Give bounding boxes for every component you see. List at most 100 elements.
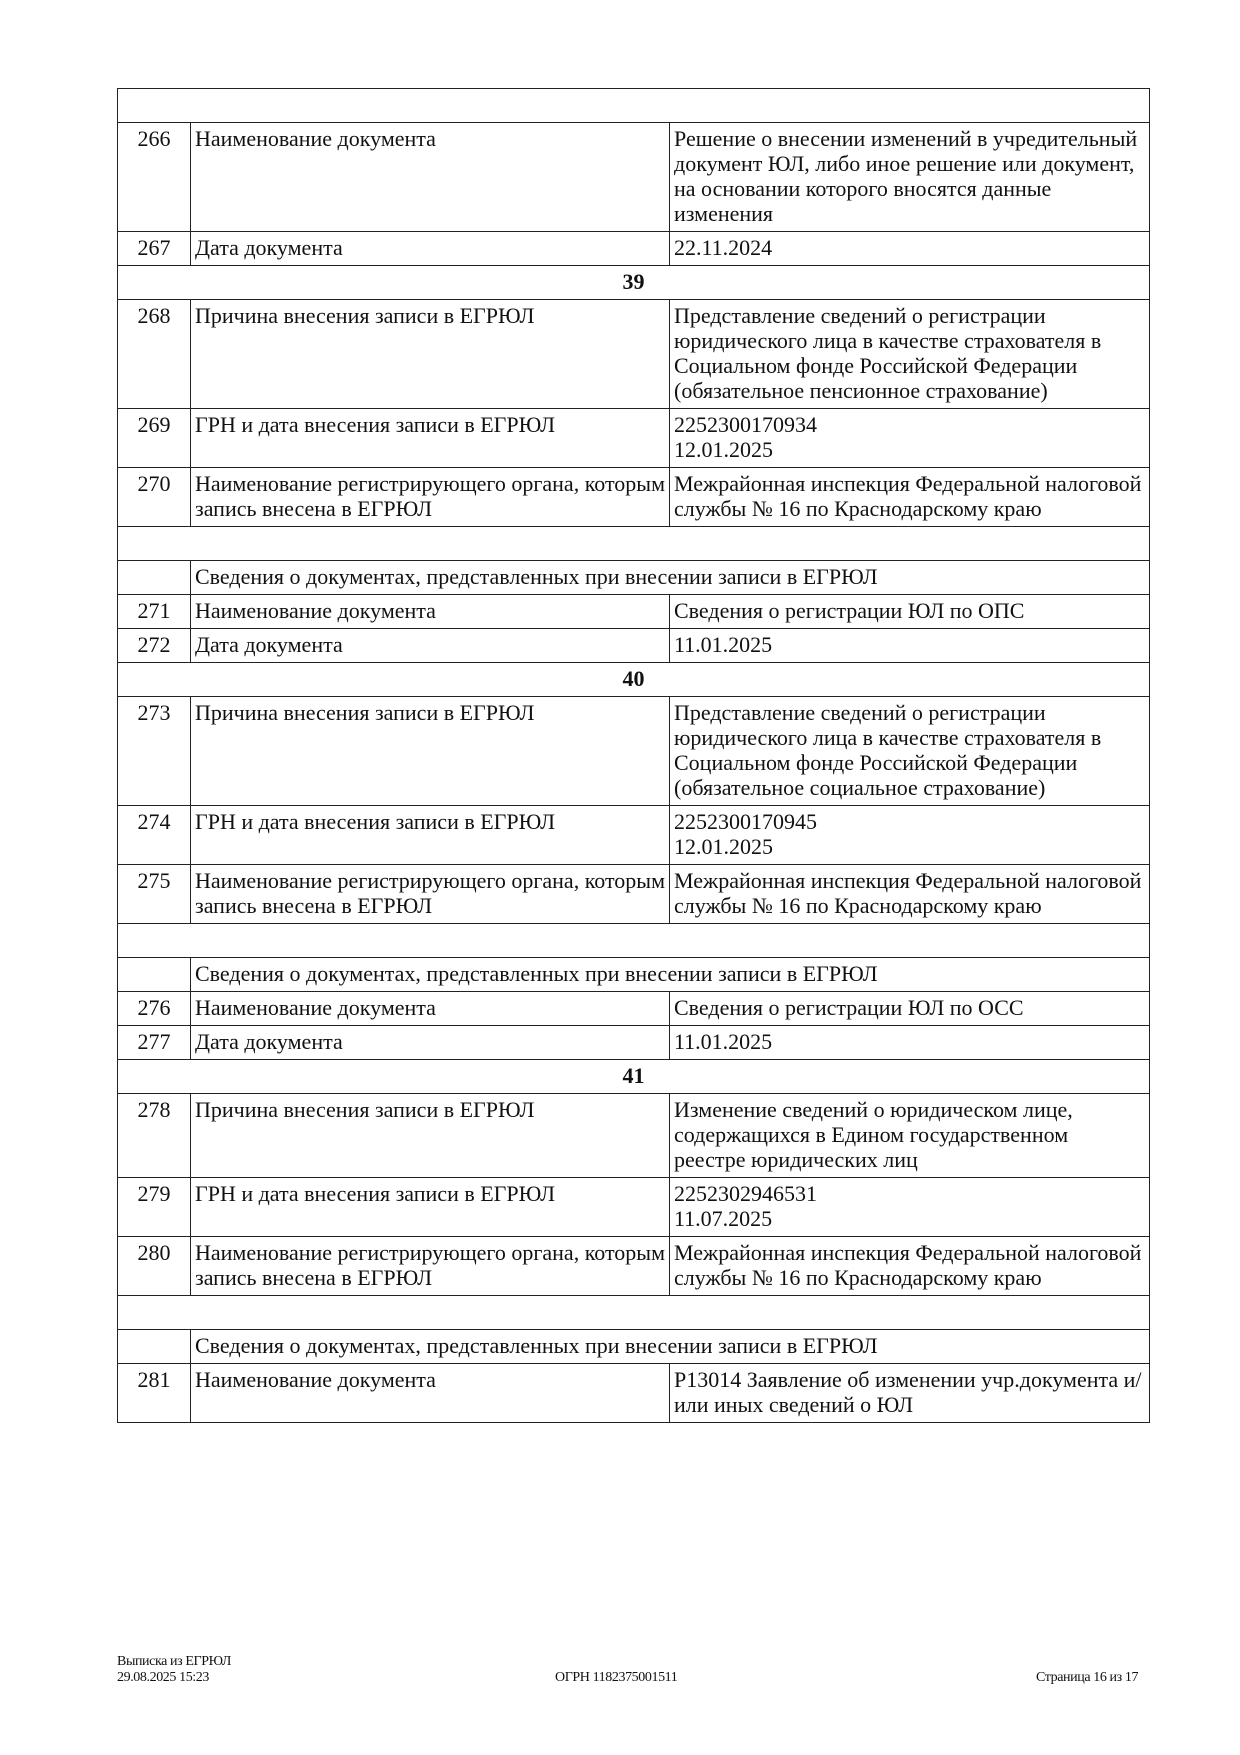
field-value-text: Межрайонная инспекция Федеральной налого… (674, 1240, 1142, 1290)
subsection-header-row: Сведения о документах, представленных пр… (117, 1329, 1150, 1364)
field-value-text: 2252302946531 (674, 1181, 817, 1206)
field-value: Межрайонная инспекция Федеральной налого… (669, 467, 1150, 527)
empty-row (117, 88, 1150, 123)
field-label: Дата документа (190, 1025, 670, 1060)
field-label: Дата документа (190, 628, 670, 663)
row-number: 267 (117, 231, 191, 266)
field-value: Межрайонная инспекция Федеральной налого… (669, 1236, 1150, 1296)
table-row: 275 Наименование регистрирующего органа, … (117, 864, 1150, 924)
empty-num-cell (117, 957, 191, 992)
field-value: 2252300170945 12.01.2025 (669, 805, 1150, 865)
field-value: 11.01.2025 (669, 1025, 1150, 1060)
field-label: Наименование регистрирующего органа, кот… (190, 1236, 670, 1296)
table-row: 270 Наименование регистрирующего органа, … (117, 467, 1150, 527)
section-number-row: 40 (117, 662, 1150, 697)
subsection-header-row: Сведения о документах, представленных пр… (117, 957, 1150, 992)
table-row: 281 Наименование документа Р13014 Заявлени… (117, 1363, 1150, 1423)
field-value-text: Межрайонная инспекция Федеральной налого… (674, 868, 1142, 918)
table-row: 276 Наименование документа Сведения о реги… (117, 991, 1150, 1026)
field-label: Наименование регистрирующего органа, кот… (190, 864, 670, 924)
field-label: Наименование документа (190, 122, 670, 232)
table-body: 266 Наименование документа Решение о внесе… (117, 88, 1150, 1423)
empty-cell (117, 1295, 1150, 1330)
row-number: 271 (117, 594, 191, 629)
footer-left: Выписка из ЕГРЮЛ 29.08.2025 15:23 (117, 1654, 231, 1686)
field-value: Решение о внесении изменений в учредител… (669, 122, 1150, 232)
section-number-row: 39 (117, 265, 1150, 300)
row-number: 281 (117, 1363, 191, 1423)
field-value-text: Сведения о регистрации ЮЛ по ОСС (674, 995, 1024, 1020)
row-number: 268 (117, 299, 191, 409)
table-row: 269 ГРН и дата внесения записи в ЕГРЮЛ 225… (117, 408, 1150, 468)
footer-doc-title: Выписка из ЕГРЮЛ (117, 1654, 231, 1669)
field-value: 2252300170934 12.01.2025 (669, 408, 1150, 468)
table-row: 271 Наименование документа Сведения о реги… (117, 594, 1150, 629)
table-row: 273 Причина внесения записи в ЕГРЮЛ Предст… (117, 696, 1150, 806)
field-value-text: Решение о внесении изменений в учредител… (674, 126, 1138, 226)
field-value-text: Изменение сведений о юридическом лице, с… (674, 1097, 1073, 1172)
field-value: Изменение сведений о юридическом лице, с… (669, 1093, 1150, 1178)
field-label: Дата документа (190, 231, 670, 266)
field-label: ГРН и дата внесения записи в ЕГРЮЛ (190, 1177, 670, 1237)
field-value-text: Р13014 Заявление об изменении учр.докуме… (674, 1367, 1142, 1417)
table-row: 272 Дата документа 11.01.2025 (117, 628, 1150, 663)
subsection-title: Сведения о документах, представленных пр… (190, 957, 1150, 992)
empty-cell (117, 923, 1150, 958)
table-row: 266 Наименование документа Решение о внесе… (117, 122, 1150, 232)
section-number: 39 (117, 265, 1150, 300)
field-value: Сведения о регистрации ЮЛ по ОПС (669, 594, 1150, 629)
field-label: Причина внесения записи в ЕГРЮЛ (190, 696, 670, 806)
field-value-text: Межрайонная инспекция Федеральной налого… (674, 471, 1142, 521)
field-value-text: 11.01.2025 (674, 1029, 773, 1054)
footer-datetime: 29.08.2025 15:23 (117, 1670, 209, 1685)
row-number: 269 (117, 408, 191, 468)
field-value-date: 11.07.2025 (674, 1206, 773, 1231)
field-value-text: 2252300170945 (674, 809, 817, 834)
row-number: 270 (117, 467, 191, 527)
egrul-records-table: 266 Наименование документа Решение о внесе… (117, 88, 1150, 1423)
table-row: 277 Дата документа 11.01.2025 (117, 1025, 1150, 1060)
empty-cell (117, 526, 1150, 561)
field-value-text: Сведения о регистрации ЮЛ по ОПС (674, 598, 1025, 623)
table-row: 279 ГРН и дата внесения записи в ЕГРЮЛ 225… (117, 1177, 1150, 1237)
row-number: 274 (117, 805, 191, 865)
empty-row (117, 923, 1150, 958)
subsection-header-row: Сведения о документах, представленных пр… (117, 560, 1150, 595)
empty-cell (117, 88, 1150, 123)
row-number: 272 (117, 628, 191, 663)
field-label: Наименование регистрирующего органа, кот… (190, 467, 670, 527)
field-value-date: 12.01.2025 (674, 437, 773, 462)
field-label: Наименование документа (190, 991, 670, 1026)
row-number: 280 (117, 1236, 191, 1296)
row-number: 266 (117, 122, 191, 232)
field-value-text: 2252300170934 (674, 412, 817, 437)
field-label: Причина внесения записи в ЕГРЮЛ (190, 299, 670, 409)
subsection-title: Сведения о документах, представленных пр… (190, 560, 1150, 595)
footer-page-number: Страница 16 из 17 (1036, 1670, 1139, 1685)
table-row: 278 Причина внесения записи в ЕГРЮЛ Измене… (117, 1093, 1150, 1178)
field-value: 22.11.2024 (669, 231, 1150, 266)
field-value-text: Представление сведений о регистрации юри… (674, 700, 1102, 800)
empty-num-cell (117, 560, 191, 595)
field-value: Представление сведений о регистрации юри… (669, 299, 1150, 409)
field-label: Причина внесения записи в ЕГРЮЛ (190, 1093, 670, 1178)
row-number: 275 (117, 864, 191, 924)
field-value-text: Представление сведений о регистрации юри… (674, 303, 1102, 403)
table-row: 274 ГРН и дата внесения записи в ЕГРЮЛ 225… (117, 805, 1150, 865)
field-label: ГРН и дата внесения записи в ЕГРЮЛ (190, 805, 670, 865)
field-value: Сведения о регистрации ЮЛ по ОСС (669, 991, 1150, 1026)
section-number-row: 41 (117, 1059, 1150, 1094)
subsection-title: Сведения о документах, представленных пр… (190, 1329, 1150, 1364)
empty-row (117, 1295, 1150, 1330)
field-value: 11.01.2025 (669, 628, 1150, 663)
section-number: 40 (117, 662, 1150, 697)
empty-row (117, 526, 1150, 561)
field-value: 2252302946531 11.07.2025 (669, 1177, 1150, 1237)
table-row: 267 Дата документа 22.11.2024 (117, 231, 1150, 266)
row-number: 277 (117, 1025, 191, 1060)
field-label: Наименование документа (190, 1363, 670, 1423)
row-number: 279 (117, 1177, 191, 1237)
section-number: 41 (117, 1059, 1150, 1094)
empty-num-cell (117, 1329, 191, 1364)
row-number: 276 (117, 991, 191, 1026)
